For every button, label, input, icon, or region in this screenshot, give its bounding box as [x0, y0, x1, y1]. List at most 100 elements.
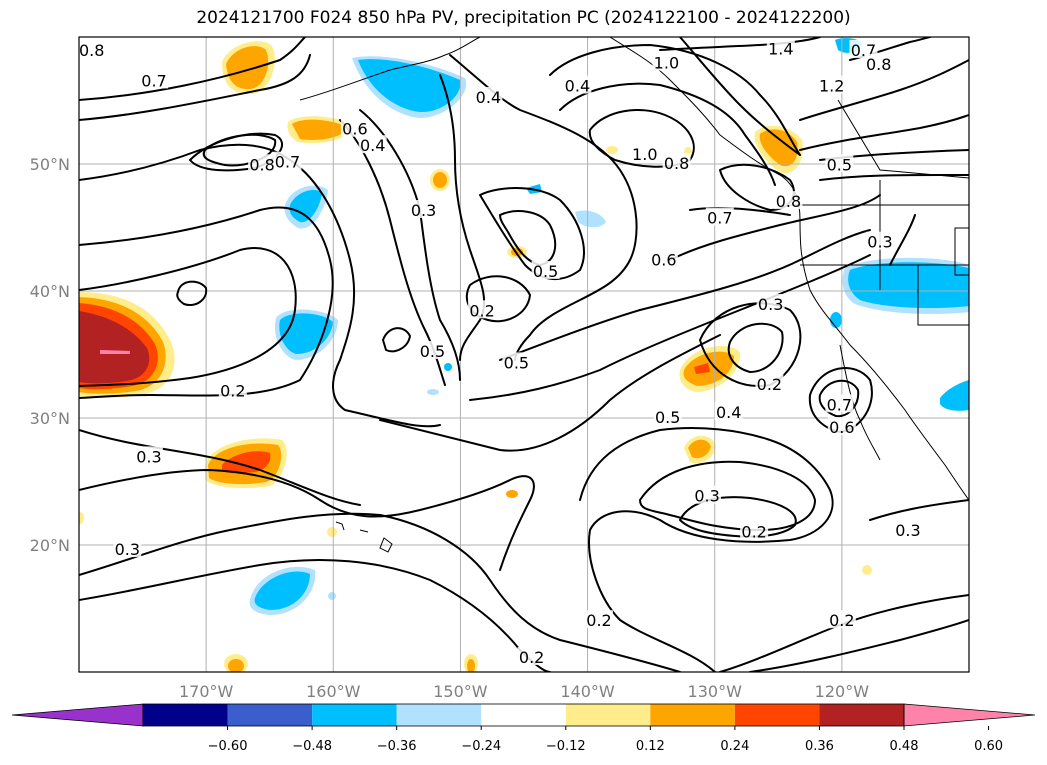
contour-label: 0.2 — [829, 611, 854, 630]
contour-label-bg — [827, 417, 856, 436]
contour-label: 1.4 — [768, 40, 793, 59]
map-title: 2024121700 F024 850 hPa PV, precipitatio… — [196, 8, 851, 28]
colorbar-segment — [227, 704, 313, 726]
contour-label: 0.5 — [533, 262, 558, 281]
contour-label: 0.3 — [867, 233, 892, 252]
colorbar-tick-label: 0.12 — [636, 739, 665, 754]
contour-label-bg — [827, 610, 856, 629]
contour-label: 0.8 — [866, 55, 891, 74]
colorbar-segment — [312, 704, 397, 726]
contour-label-bg — [825, 154, 854, 173]
colorbar-outline — [142, 703, 905, 727]
contour-label: 0.2 — [741, 522, 766, 541]
contour-label-bg — [705, 207, 734, 226]
map-frame — [78, 36, 970, 673]
contour-label: 0.5 — [504, 353, 529, 372]
contour-label: 0.6 — [829, 418, 854, 437]
colorbar-tick-label: 0.24 — [720, 739, 749, 754]
contour-label-bg — [817, 75, 846, 94]
contour-label-bg — [563, 75, 592, 94]
precipitation-shading — [79, 38, 969, 672]
contour-label-bg — [502, 352, 531, 371]
colorbar-tick-label: −0.48 — [292, 739, 332, 754]
contour-label: 0.5 — [655, 408, 680, 427]
contour-label-bg — [766, 38, 795, 57]
colorbar: −0.60 −0.48 −0.36 −0.24 −0.12 0.12 0.24 0.36 0.4… — [11, 703, 1036, 754]
contour-label: 0.5 — [420, 342, 445, 361]
latitude-labels: 20°N 30°N 40°N 50°N — [30, 155, 70, 555]
colorbar-segment — [734, 704, 820, 726]
contour-label-bg — [531, 260, 560, 279]
colorbar-extend-low — [11, 703, 144, 727]
contour-label-bg — [893, 520, 922, 539]
contour-label-bg — [140, 70, 169, 89]
lon-tick-label: 130°W — [688, 682, 743, 701]
lon-tick-label: 170°W — [179, 682, 234, 701]
contour-label-bg — [662, 153, 691, 171]
contour-label-bg — [740, 521, 769, 540]
lat-tick-label: 50°N — [30, 155, 70, 174]
contour-label-bg — [585, 610, 614, 629]
contour-label: 0.7 — [827, 395, 852, 414]
lon-tick-label: 140°W — [560, 682, 615, 701]
contour-label: 0.8 — [79, 41, 104, 60]
contour-label: 0.3 — [136, 447, 161, 466]
lon-tick-label: 150°W — [433, 682, 488, 701]
contour-label: 0.2 — [519, 648, 544, 667]
colorbar-tick-label: 0.60 — [974, 739, 1003, 754]
contour-label-bg — [755, 373, 784, 392]
contour-label-bg — [774, 191, 803, 210]
contour-label-bg — [653, 407, 682, 425]
colorbar-tick-label: −0.12 — [546, 739, 586, 754]
colorbar-tick-label: 0.36 — [805, 739, 834, 754]
contour-label: 1.0 — [654, 54, 679, 73]
colorbar-tick-label: −0.60 — [208, 739, 248, 754]
contour-label-bg — [693, 485, 722, 504]
colorbar-segment — [819, 704, 904, 726]
contour-label: 1.0 — [632, 145, 657, 164]
contour-label-bg — [409, 199, 438, 218]
colorbar-tick-label: 0.48 — [890, 739, 919, 754]
contour-label: 0.8 — [249, 155, 274, 174]
contour-label-bg — [218, 380, 247, 399]
contour-label: 0.4 — [565, 77, 590, 96]
contour-label: 0.8 — [776, 192, 801, 211]
colorbar-tick-label: −0.24 — [461, 739, 501, 754]
colorbar-segment — [396, 704, 482, 726]
contour-label: 0.4 — [360, 136, 385, 155]
contour-label-bg — [474, 86, 503, 105]
contour-label: 0.2 — [586, 611, 611, 630]
contour-label: 0.2 — [220, 381, 245, 400]
contour-label-bg — [630, 144, 659, 163]
lat-tick-label: 30°N — [30, 409, 70, 428]
contour-label-bg — [134, 446, 163, 465]
contour-label: 1.2 — [819, 77, 844, 96]
contour-label-bg — [649, 249, 678, 268]
contour-label-bg — [468, 300, 497, 319]
contour-label: 0.8 — [664, 154, 689, 173]
contour-label-bg — [714, 401, 743, 420]
contour-label: 0.4 — [476, 88, 501, 107]
contour-label: 0.3 — [895, 521, 920, 540]
contour-label: 0.7 — [141, 71, 166, 90]
contour-label-bg — [358, 135, 387, 154]
contour-label-bg — [248, 154, 277, 173]
contour-label: 0.3 — [115, 540, 140, 559]
contour-label-bg — [866, 231, 894, 250]
colorbar-extend-high — [903, 703, 1036, 727]
lon-tick-label: 160°W — [306, 682, 361, 701]
contour-label-bg — [77, 39, 106, 58]
contour-label-bg — [652, 52, 681, 71]
contour-label-bg — [517, 647, 546, 666]
lat-tick-label: 20°N — [30, 536, 70, 555]
contour-label: 0.2 — [469, 301, 494, 320]
colorbar-segment — [650, 704, 735, 726]
contour-label-bg — [273, 151, 302, 170]
contour-label: 0.6 — [342, 120, 367, 139]
colorbar-tick-label: −0.36 — [377, 739, 417, 754]
contour-label-bg — [864, 53, 893, 72]
coastlines — [299, 37, 969, 553]
contour-label-bg — [113, 539, 142, 558]
contour-label-bg — [756, 293, 785, 312]
